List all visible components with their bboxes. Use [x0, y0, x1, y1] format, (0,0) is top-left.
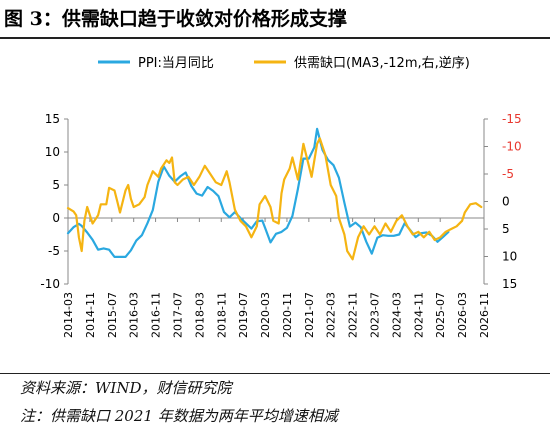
source-note: 资料来源：WIND，财信研究院 [20, 379, 232, 397]
right-tick-label: -5 [502, 167, 514, 181]
left-tick-label: -10 [40, 277, 60, 291]
legend: PPI:当月同比 供需缺口(MA3,-12m,右,逆序) [98, 55, 470, 71]
footer-rule [0, 373, 550, 374]
left-tick-label: 0 [52, 211, 60, 225]
x-tick-label: 2019-07 [237, 292, 250, 338]
x-tick-label: 2025-07 [434, 292, 447, 338]
x-tick-label: 2021-07 [303, 292, 316, 338]
x-tick-label: 2018-11 [215, 292, 228, 338]
series-line-supply-demand-gap [66, 137, 483, 261]
page-title: 图 3：供需缺口趋于收敛对价格形成支撑 [4, 8, 347, 30]
chart: PPI:当月同比 供需缺口(MA3,-12m,右,逆序) 15 10 5 0 -5 -10… [40, 55, 521, 338]
plot-area [66, 127, 483, 261]
x-tick-label: 2020-11 [281, 292, 294, 338]
series-line-ppi [66, 127, 450, 258]
right-tick-label: 5 [502, 222, 510, 236]
x-tick-label: 2024-11 [412, 292, 425, 338]
x-tick-label: 2016-03 [128, 292, 141, 338]
x-tick-label: 2022-03 [325, 292, 338, 338]
x-tick-label: 2026-11 [478, 292, 491, 338]
right-tick-label: -15 [502, 112, 522, 126]
x-tick-label: 2022-11 [347, 292, 360, 338]
x-tick-label: 2026-03 [456, 292, 469, 338]
x-tick-label: 2016-11 [150, 292, 163, 338]
x-tick-label: 2024-03 [390, 292, 403, 338]
x-tick-label: 2023-07 [369, 292, 382, 338]
x-tick-label: 2020-03 [259, 292, 272, 338]
x-tick-label: 2014-11 [84, 292, 97, 338]
x-tick-label: 2017-07 [171, 292, 184, 338]
left-tick-label: -5 [48, 244, 60, 258]
title-rule [0, 37, 550, 39]
left-tick-label: 5 [52, 178, 60, 192]
right-tick-label: 15 [502, 277, 517, 291]
footnote: 注：供需缺口 2021 年数据为两年平均增速相减 [20, 407, 338, 425]
left-tick-label: 15 [45, 112, 60, 126]
legend-label-gap: 供需缺口(MA3,-12m,右,逆序) [294, 55, 470, 71]
x-tick-label: 2014-03 [62, 292, 75, 338]
left-tick-label: 10 [45, 145, 60, 159]
axes: 15 10 5 0 -5 -10 -15 -10 -5 0 5 10 15 2014-03 2014-11 2… [40, 112, 521, 338]
x-tick-label: 2015-07 [106, 292, 119, 338]
right-tick-label: -10 [502, 140, 522, 154]
x-tick-label: 2018-03 [193, 292, 206, 338]
right-tick-label: 10 [502, 250, 517, 264]
right-tick-label: 0 [502, 195, 510, 209]
legend-label-ppi: PPI:当月同比 [138, 56, 214, 71]
